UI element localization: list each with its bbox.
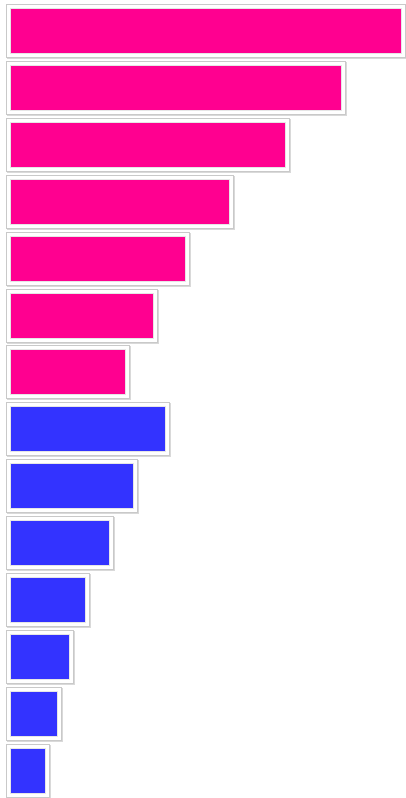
bar-2-1	[6, 402, 170, 456]
bar-fill	[10, 65, 342, 111]
bar-1-5	[6, 232, 190, 286]
bar-fill	[10, 293, 154, 339]
bar-fill	[10, 8, 402, 54]
bar-2-3	[6, 516, 114, 570]
bar-1-4	[6, 175, 234, 229]
bar-2-4	[6, 573, 90, 627]
bar-fill	[10, 463, 134, 509]
bar-2-2	[6, 459, 138, 513]
bar-1-6	[6, 289, 158, 343]
bar-1-7	[6, 345, 130, 399]
bar-2-7	[6, 744, 50, 798]
bar-fill	[10, 520, 110, 566]
bar-fill	[10, 236, 186, 282]
bar-2-6	[6, 687, 62, 741]
bar-1-3	[6, 118, 290, 172]
bar-fill	[10, 179, 230, 225]
bar-fill	[10, 122, 286, 168]
bar-fill	[10, 406, 166, 452]
bar-fill	[10, 634, 70, 680]
bar-fill	[10, 691, 58, 737]
bar-1-1	[6, 4, 406, 58]
bar-1-2	[6, 61, 346, 115]
bar-fill	[10, 748, 46, 794]
bar-fill	[10, 577, 86, 623]
bar-2-5	[6, 630, 74, 684]
bar-fill	[10, 349, 126, 395]
